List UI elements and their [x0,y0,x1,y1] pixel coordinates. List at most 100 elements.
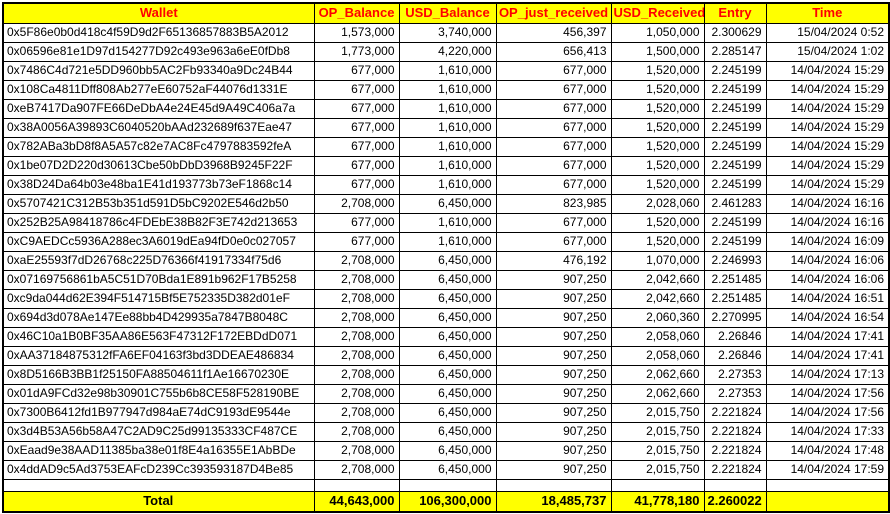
cell-time[interactable]: 14/04/2024 16:09 [765,231,890,252]
cell-usd-received[interactable]: 2,060,360 [610,307,705,328]
cell-op-balance[interactable]: 2,708,000 [313,402,400,423]
cell-usd-received[interactable]: 1,520,000 [610,155,705,176]
cell-usd-received[interactable]: 2,015,750 [610,421,705,442]
cell-op-balance[interactable]: 2,708,000 [313,288,400,309]
cell-usd-balance[interactable]: 6,450,000 [398,402,497,423]
cell-usd-balance[interactable]: 3,740,000 [398,22,497,43]
cell-op-just-received[interactable]: 677,000 [495,79,612,100]
column-header-usd-received[interactable]: USD_Received [610,2,705,24]
cell-time[interactable]: 14/04/2024 17:56 [765,402,890,423]
cell-wallet[interactable]: 0x46C10a1B0BF35AA86E563F47312F172EBDdD07… [2,326,315,347]
cell-wallet[interactable]: 0x694d3d078Ae147Ee88bb4D429935a7847B8048… [2,307,315,328]
cell-wallet[interactable]: 0xc9da044d62E394F514715Bf5E752335D382d01… [2,288,315,309]
cell-usd-received[interactable]: 2,028,060 [610,193,705,214]
cell-op-just-received[interactable]: 677,000 [495,60,612,81]
cell-entry[interactable]: 2.246993 [703,250,767,271]
cell-usd-balance[interactable]: 6,450,000 [398,345,497,366]
cell-usd-received[interactable]: 1,070,000 [610,250,705,271]
cell-time[interactable]: 14/04/2024 16:54 [765,307,890,328]
cell-entry[interactable]: 2.221824 [703,459,767,480]
cell-op-just-received[interactable]: 656,413 [495,41,612,62]
cell-usd-received[interactable] [610,478,705,492]
cell-op-just-received[interactable]: 907,250 [495,288,612,309]
cell-time[interactable]: 14/04/2024 17:56 [765,383,890,404]
cell-entry[interactable]: 2.245199 [703,98,767,119]
cell-wallet[interactable]: 0x782ABa3bD8f8A5A57c82e7AC8Fc4797883592f… [2,136,315,157]
column-header-entry[interactable]: Entry [703,2,767,24]
cell-usd-received[interactable]: 2,042,660 [610,269,705,290]
cell-op-balance[interactable]: 2,708,000 [313,383,400,404]
cell-wallet[interactable]: 0x7300B6412fd1B977947d984aE74dC9193dE954… [2,402,315,423]
cell-time[interactable]: 14/04/2024 15:29 [765,136,890,157]
cell-time[interactable]: 15/04/2024 1:02 [765,41,890,62]
cell-op-just-received[interactable]: 907,250 [495,307,612,328]
cell-op-balance[interactable]: 2,708,000 [313,193,400,214]
cell-wallet[interactable]: 0x7486C4d721e5DD960bb5AC2Fb93340a9Dc24B4… [2,60,315,81]
cell-usd-received[interactable]: 2,058,060 [610,345,705,366]
cell-op-balance[interactable]: 2,708,000 [313,440,400,461]
cell-entry[interactable]: 2.245199 [703,60,767,81]
cell-op-balance[interactable]: 677,000 [313,231,400,252]
cell-usd-balance[interactable]: 1,610,000 [398,136,497,157]
cell-op-balance[interactable]: 2,708,000 [313,269,400,290]
cell-entry[interactable]: 2.245199 [703,174,767,195]
cell-op-just-received[interactable]: 907,250 [495,269,612,290]
cell-entry[interactable]: 2.221824 [703,421,767,442]
cell-usd-received[interactable]: 2,015,750 [610,459,705,480]
cell-entry[interactable]: 2.245199 [703,212,767,233]
cell-time[interactable]: 14/04/2024 15:29 [765,79,890,100]
cell-op-balance[interactable]: 677,000 [313,98,400,119]
cell-entry[interactable]: 2.245199 [703,231,767,252]
cell-wallet[interactable]: 0x3d4B53A56b58A47C2AD9C25d99135333CF487C… [2,421,315,442]
cell-usd-received[interactable]: 2,042,660 [610,288,705,309]
cell-wallet[interactable]: 0xEaad9e38AAD11385ba38e01f8E4a16355E1AbB… [2,440,315,461]
cell-op-balance[interactable]: 2,708,000 [313,459,400,480]
cell-usd-balance[interactable]: 6,450,000 [398,459,497,480]
cell-usd-received[interactable]: 2,015,750 [610,402,705,423]
cell-time[interactable]: 14/04/2024 17:59 [765,459,890,480]
cell-op-just-received[interactable]: 907,250 [495,421,612,442]
cell-time[interactable]: 14/04/2024 17:48 [765,440,890,461]
cell-entry[interactable]: 2.245199 [703,117,767,138]
cell-op-just-received[interactable]: 823,985 [495,193,612,214]
column-header-time[interactable]: Time [765,2,890,24]
cell-entry[interactable]: 2.26846 [703,345,767,366]
cell-usd-received[interactable]: 2,062,660 [610,364,705,385]
cell-usd-balance[interactable]: 6,450,000 [398,364,497,385]
cell-entry[interactable]: 2.251485 [703,288,767,309]
column-header-wallet[interactable]: Wallet [2,2,315,24]
cell-usd-received[interactable]: 2,015,750 [610,440,705,461]
cell-op-just-received[interactable]: 677,000 [495,117,612,138]
cell-usd-received[interactable]: 1,520,000 [610,136,705,157]
cell-op-just-received[interactable] [495,478,612,492]
cell-usd-balance[interactable]: 6,450,000 [398,193,497,214]
column-header-usd-balance[interactable]: USD_Balance [398,2,497,24]
cell-usd-received[interactable]: 1,050,000 [610,22,705,43]
cell-entry[interactable]: 2.26846 [703,326,767,347]
cell-op-balance[interactable]: 2,708,000 [313,326,400,347]
cell-time[interactable]: 14/04/2024 15:29 [765,60,890,81]
cell-time[interactable]: 14/04/2024 17:41 [765,326,890,347]
cell-time[interactable] [765,490,890,513]
cell-wallet[interactable]: 0x8D5166B3BB1f25150FA88504611f1Ae1667023… [2,364,315,385]
cell-time[interactable]: 14/04/2024 15:29 [765,174,890,195]
cell-op-just-received[interactable]: 907,250 [495,383,612,404]
cell-op-just-received[interactable]: 677,000 [495,155,612,176]
cell-entry[interactable]: 2.27353 [703,364,767,385]
cell-entry[interactable]: 2.221824 [703,402,767,423]
cell-usd-balance[interactable]: 1,610,000 [398,98,497,119]
cell-usd-received[interactable]: 2,058,060 [610,326,705,347]
cell-entry[interactable]: 2.461283 [703,193,767,214]
cell-time[interactable]: 15/04/2024 0:52 [765,22,890,43]
cell-usd-received[interactable]: 1,520,000 [610,212,705,233]
cell-op-balance[interactable] [313,478,400,492]
cell-time[interactable] [765,478,890,492]
cell-op-balance[interactable]: 2,708,000 [313,421,400,442]
cell-time[interactable]: 14/04/2024 16:06 [765,250,890,271]
cell-usd-balance[interactable]: 1,610,000 [398,212,497,233]
cell-usd-received[interactable]: 1,500,000 [610,41,705,62]
cell-entry[interactable]: 2.245199 [703,155,767,176]
cell-wallet[interactable]: 0x07169756861bA5C51D70Bda1E891b962F17B52… [2,269,315,290]
cell-wallet[interactable]: 0x108Ca4811Dff808Ab277eE60752aF44076d133… [2,79,315,100]
cell-entry[interactable]: 2.27353 [703,383,767,404]
